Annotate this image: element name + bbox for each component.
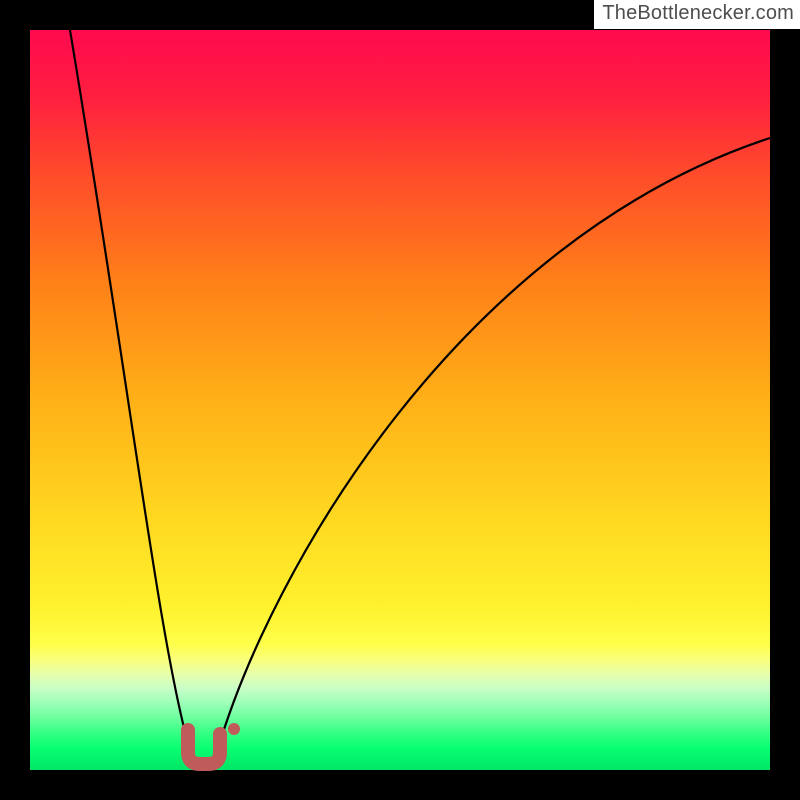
gradient-background [30, 30, 770, 770]
watermark-label: TheBottlenecker.com [594, 0, 800, 29]
minimum-dot-marker [228, 723, 240, 735]
chart-svg [0, 0, 800, 800]
chart-frame: TheBottlenecker.com [0, 0, 800, 800]
